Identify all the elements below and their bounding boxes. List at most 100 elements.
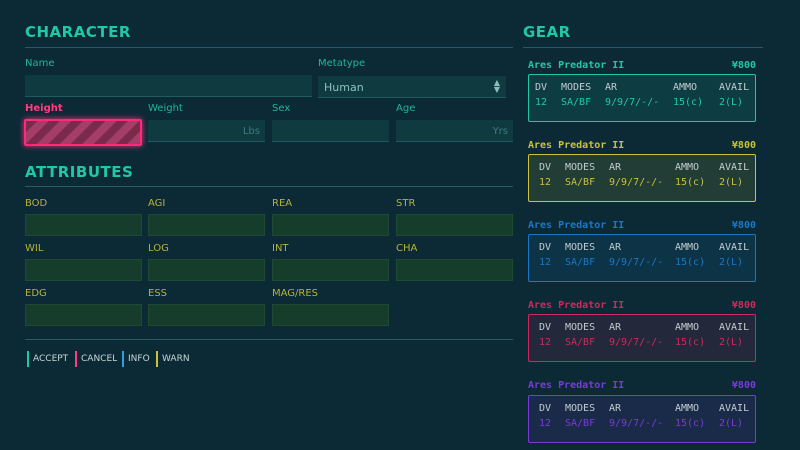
name-label: Name [25, 58, 55, 69]
ar-value: 9/9/7/-/- [609, 337, 664, 348]
metatype-value: Human [324, 81, 364, 94]
gear-item-price: ¥800 [731, 380, 756, 391]
ar-value: 9/9/7/-/- [609, 257, 664, 268]
buttons-divider [25, 339, 513, 340]
modes-value: SA/BF [565, 337, 596, 348]
ar-value: 9/9/7/-/- [605, 97, 660, 108]
gear-item-card[interactable]: DV MODES AR AMMO AVAIL 12 SA/BF 9/9/7/-/… [528, 395, 756, 443]
ammo-header: AMMO [675, 322, 700, 333]
dv-header: DV [535, 82, 548, 93]
avail-value: 2(L) [719, 257, 744, 268]
weight-input[interactable]: Lbs [148, 120, 265, 142]
modes-value: SA/BF [565, 257, 596, 268]
avail-header: AVAIL [719, 82, 750, 93]
dv-value: 12 [535, 97, 548, 108]
weight-unit: Lbs [242, 126, 260, 137]
attr-input-ess[interactable] [148, 304, 265, 326]
info-button[interactable]: INFO [122, 351, 154, 367]
avail-header: AVAIL [719, 322, 750, 333]
weight-label: Weight [148, 103, 183, 114]
avail-value: 2(L) [719, 97, 744, 108]
ammo-header: AMMO [675, 403, 700, 414]
accept-button[interactable]: ACCEPT [27, 351, 72, 367]
ar-header: AR [609, 162, 622, 173]
height-input[interactable] [24, 119, 142, 146]
attr-label-int: INT [272, 243, 289, 254]
sex-label: Sex [272, 103, 291, 114]
attr-label-log: LOG [148, 243, 169, 254]
dv-value: 12 [539, 418, 552, 429]
dv-value: 12 [539, 337, 552, 348]
dv-header: DV [539, 242, 552, 253]
ammo-header: AMMO [675, 242, 700, 253]
gear-item-card[interactable]: DV MODES AR AMMO AVAIL 12 SA/BF 9/9/7/-/… [528, 74, 756, 122]
dv-header: DV [539, 162, 552, 173]
attr-input-log[interactable] [148, 259, 265, 281]
dv-value: 12 [539, 177, 552, 188]
attr-input-wil[interactable] [25, 259, 142, 281]
gear-item-name: Ares Predator II [528, 300, 625, 311]
attr-input-str[interactable] [396, 214, 513, 236]
height-label: Height [25, 103, 63, 114]
gear-item-name: Ares Predator II [528, 140, 625, 151]
attr-label-cha: CHA [396, 243, 418, 254]
ammo-value: 15(c) [675, 257, 706, 268]
ar-header: AR [605, 82, 618, 93]
attr-label-mag-res: MAG/RES [272, 288, 319, 299]
attr-input-edg[interactable] [25, 304, 142, 326]
gear-item-name: Ares Predator II [528, 380, 625, 391]
ammo-value: 15(c) [675, 177, 706, 188]
attr-input-bod[interactable] [25, 214, 142, 236]
ammo-value: 15(c) [673, 97, 704, 108]
gear-item-card[interactable]: DV MODES AR AMMO AVAIL 12 SA/BF 9/9/7/-/… [528, 154, 756, 202]
modes-value: SA/BF [565, 177, 596, 188]
gear-title: GEAR [523, 23, 571, 41]
attr-label-wil: WIL [25, 243, 44, 254]
character-divider [25, 47, 513, 48]
ar-value: 9/9/7/-/- [609, 418, 664, 429]
modes-value: SA/BF [565, 418, 596, 429]
chevron-updown-icon: ▲ ▼ [493, 78, 500, 94]
attr-label-str: STR [396, 198, 416, 209]
ar-header: AR [609, 242, 622, 253]
ar-value: 9/9/7/-/- [609, 177, 664, 188]
gear-divider [523, 47, 763, 48]
modes-value: SA/BF [561, 97, 592, 108]
ar-header: AR [609, 322, 622, 333]
sex-input[interactable] [272, 120, 389, 142]
gear-item-price: ¥800 [731, 220, 756, 231]
metatype-select[interactable]: Human ▲ ▼ [318, 76, 506, 98]
attr-label-ess: ESS [148, 288, 168, 299]
age-input[interactable]: Yrs [396, 120, 513, 142]
attr-label-rea: REA [272, 198, 293, 209]
ammo-header: AMMO [673, 82, 698, 93]
cancel-button[interactable]: CANCEL [75, 351, 121, 367]
age-unit: Yrs [492, 126, 508, 137]
avail-value: 2(L) [719, 177, 744, 188]
character-title: CHARACTER [25, 23, 131, 41]
gear-item-name: Ares Predator II [528, 220, 625, 231]
modes-header: MODES [565, 242, 596, 253]
attr-input-agi[interactable] [148, 214, 265, 236]
gear-item-card[interactable]: DV MODES AR AMMO AVAIL 12 SA/BF 9/9/7/-/… [528, 234, 756, 282]
gear-item-card[interactable]: DV MODES AR AMMO AVAIL 12 SA/BF 9/9/7/-/… [528, 314, 756, 362]
attr-input-rea[interactable] [272, 214, 389, 236]
metatype-label: Metatype [318, 58, 366, 69]
ammo-value: 15(c) [675, 418, 706, 429]
attr-label-agi: AGI [148, 198, 166, 209]
dv-header: DV [539, 403, 552, 414]
gear-item-price: ¥800 [731, 300, 756, 311]
dv-header: DV [539, 322, 552, 333]
attr-input-int[interactable] [272, 259, 389, 281]
ammo-header: AMMO [675, 162, 700, 173]
attr-label-edg: EDG [25, 288, 47, 299]
attr-input-cha[interactable] [396, 259, 513, 281]
attr-label-bod: BOD [25, 198, 48, 209]
avail-value: 2(L) [719, 337, 744, 348]
avail-value: 2(L) [719, 418, 744, 429]
warn-button[interactable]: WARN [156, 351, 194, 367]
attr-input-mag-res[interactable] [272, 304, 389, 326]
gear-item-price: ¥800 [731, 140, 756, 151]
name-input[interactable] [25, 75, 312, 97]
modes-header: MODES [561, 82, 592, 93]
